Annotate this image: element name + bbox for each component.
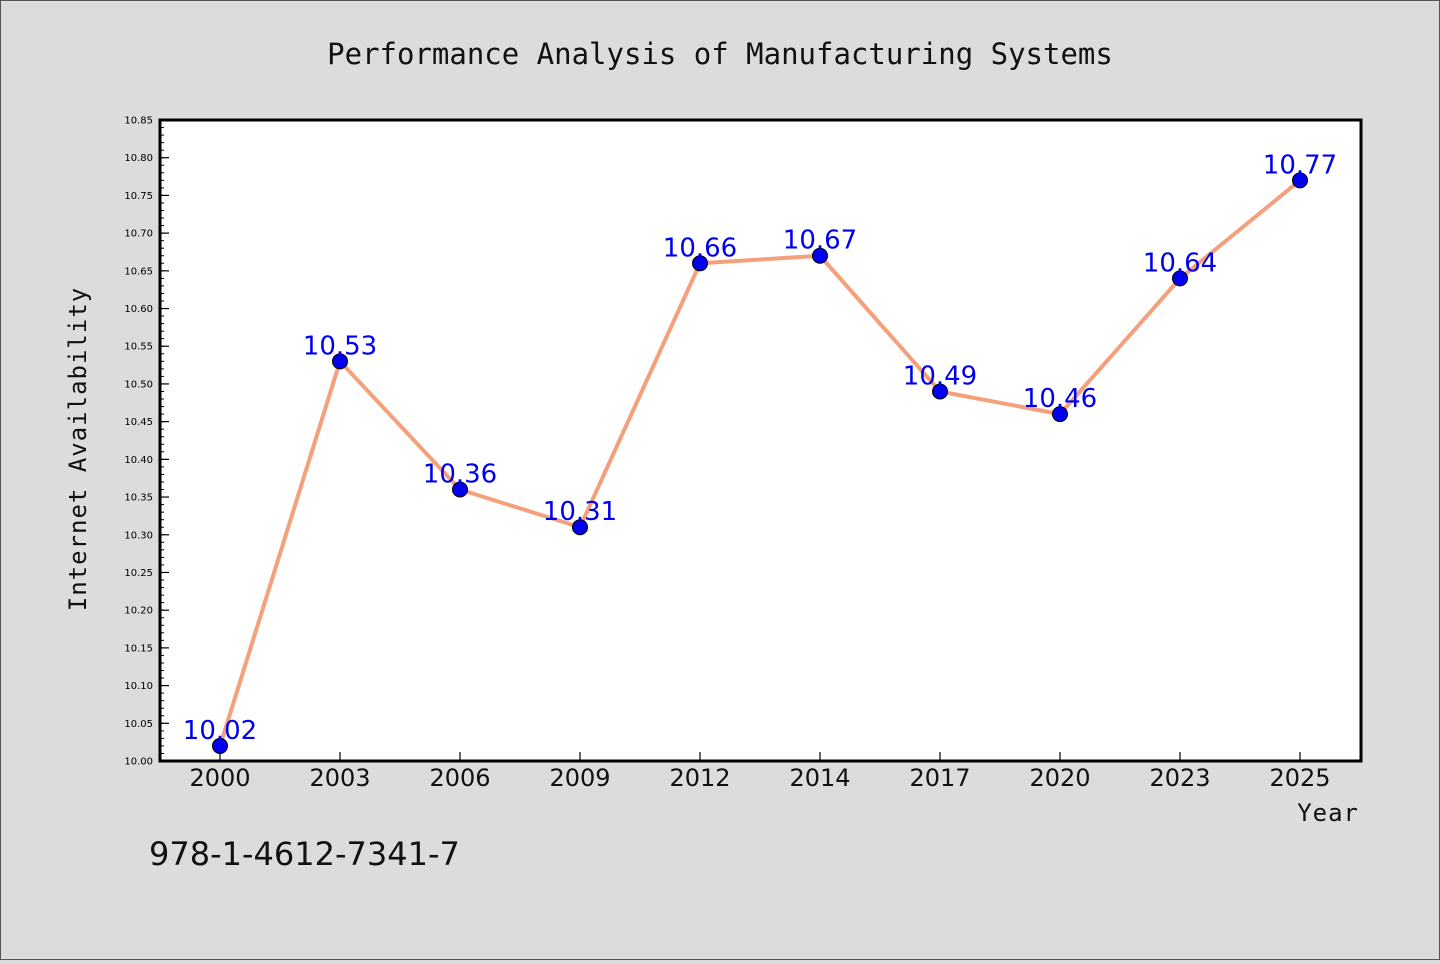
x-tick-label: 2000 bbox=[189, 764, 250, 792]
x-tick-label: 2014 bbox=[789, 764, 850, 792]
data-label: 10.49 bbox=[903, 361, 977, 391]
y-tick-label: 10.20 bbox=[124, 606, 153, 617]
data-label: 10.46 bbox=[1023, 384, 1097, 414]
data-point bbox=[1052, 406, 1068, 423]
y-tick-label: 10.75 bbox=[124, 191, 153, 202]
data-label: 10.53 bbox=[303, 331, 377, 361]
data-point bbox=[692, 255, 708, 272]
x-axis-title: Year bbox=[1297, 799, 1359, 827]
y-tick-label: 10.85 bbox=[124, 116, 153, 127]
y-tick-label: 10.65 bbox=[124, 266, 153, 277]
x-tick-label: 2025 bbox=[1269, 764, 1330, 792]
y-tick-label: 10.25 bbox=[124, 568, 153, 579]
y-axis-title: Internet Availability bbox=[64, 287, 92, 611]
y-tick-label: 10.50 bbox=[124, 379, 153, 390]
x-tick-label: 2020 bbox=[1029, 764, 1090, 792]
data-markers bbox=[212, 172, 1308, 754]
data-labels: 10.02 10.53 10.36 10.31 10.66 10.67 10.49 10.46… bbox=[183, 150, 1337, 746]
data-label: 10.02 bbox=[183, 716, 257, 746]
footer-code: 978-1-4612-7341-7 bbox=[149, 835, 460, 873]
data-label: 10.64 bbox=[1143, 248, 1217, 278]
y-tick-label: 10.45 bbox=[124, 417, 153, 428]
chart-title: Performance Analysis of Manufacturing Sy… bbox=[327, 37, 1113, 71]
y-tick-label: 10.35 bbox=[124, 493, 153, 504]
y-tick-label: 10.30 bbox=[124, 530, 153, 541]
x-tick-label: 2012 bbox=[669, 764, 730, 792]
y-tick-label: 10.55 bbox=[124, 342, 153, 353]
data-label: 10.67 bbox=[783, 226, 857, 256]
y-tick-label: 10.60 bbox=[124, 304, 153, 315]
data-label: 10.66 bbox=[663, 233, 737, 263]
data-point bbox=[1172, 270, 1188, 287]
y-tick-label: 10.00 bbox=[124, 757, 153, 768]
y-tick-label: 10.40 bbox=[124, 455, 153, 466]
data-point bbox=[452, 481, 468, 498]
data-label: 10.36 bbox=[423, 460, 497, 490]
y-tick-label: 10.10 bbox=[124, 681, 153, 692]
plot-border bbox=[158, 118, 1363, 763]
data-point bbox=[1292, 172, 1308, 189]
data-point bbox=[212, 737, 228, 754]
plot-area bbox=[160, 120, 1361, 761]
series-line bbox=[218, 178, 1302, 748]
data-point bbox=[812, 247, 828, 264]
x-axis-ticks: 2000 2003 2006 2009 2012 2014 2017 2020 2023 2025 bbox=[189, 752, 1331, 792]
data-label: 10.77 bbox=[1263, 150, 1337, 180]
data-point bbox=[572, 519, 588, 536]
x-tick-label: 2006 bbox=[429, 764, 490, 792]
x-tick-label: 2003 bbox=[309, 764, 370, 792]
series-line-group bbox=[218, 178, 1302, 748]
x-tick-label: 2023 bbox=[1149, 764, 1210, 792]
x-tick-label: 2017 bbox=[909, 764, 970, 792]
data-point bbox=[332, 353, 348, 370]
data-point bbox=[932, 383, 948, 400]
data-label: 10.31 bbox=[543, 497, 617, 527]
y-tick-label: 10.80 bbox=[124, 153, 153, 164]
x-tick-label: 2009 bbox=[549, 764, 610, 792]
y-tick-label: 10.70 bbox=[124, 229, 153, 240]
y-tick-label: 10.15 bbox=[124, 643, 153, 654]
y-tick-label: 10.05 bbox=[124, 719, 153, 730]
y-axis-ticks: 10.00 10.05 10.10 10.15 10.20 10.25 10.30 10.35… bbox=[124, 116, 169, 768]
